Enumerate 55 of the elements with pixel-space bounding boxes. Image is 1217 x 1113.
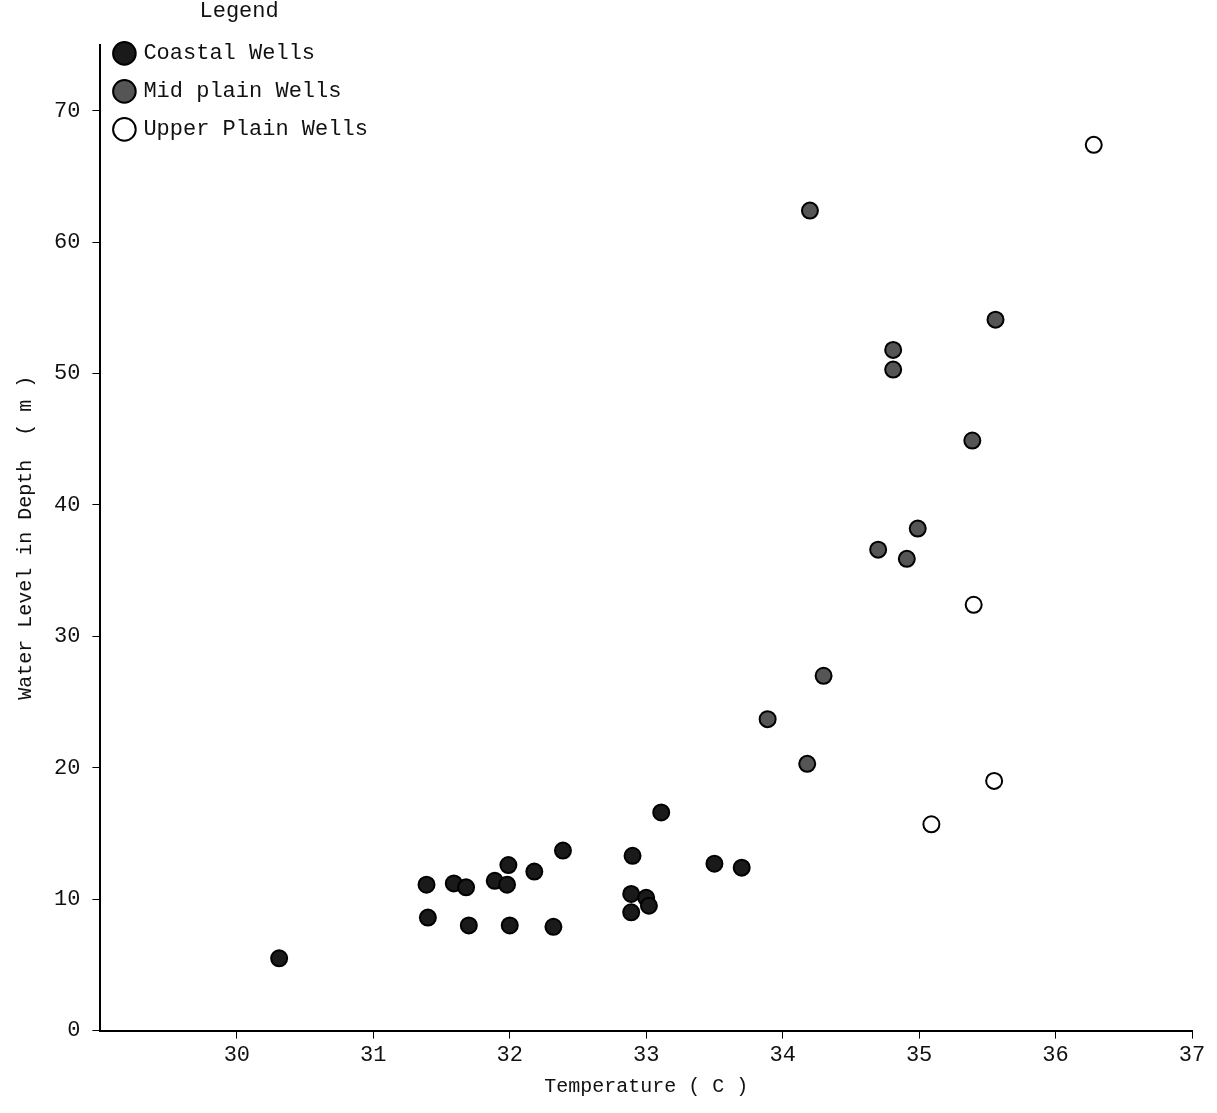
legend-label: Mid plain Wells [143,79,342,105]
x-tick-label: 30 [223,1042,251,1068]
y-tick-label: 40 [54,492,81,518]
x-tick-label: 32 [496,1042,523,1068]
y-tick-label: 70 [54,98,81,124]
point [457,878,476,897]
point [500,916,519,935]
x-axis-title: Temperature ( C ) [544,1075,749,1099]
point [985,771,1004,790]
point [652,803,671,822]
x-tick-label: 37 [1178,1042,1206,1068]
point [964,595,983,614]
point [623,846,642,865]
x-tick-label: 33 [633,1042,660,1068]
point [814,666,833,685]
x-tick-label: 31 [360,1042,387,1068]
y-tick-label: 30 [54,624,81,650]
legend-title: Legend [199,0,279,24]
x-tick-label: 35 [905,1042,933,1068]
y-tick-label: 20 [54,755,81,781]
point [459,916,478,935]
legend-label: Upper Plain Wells [143,117,368,143]
point [869,540,888,559]
point [622,884,641,903]
legend-label: Coastal Wells [143,41,316,67]
point [798,754,817,773]
y-tick-label: 0 [67,1018,81,1044]
point [884,340,903,359]
point [1084,135,1103,154]
point [622,903,641,922]
point [732,858,751,877]
point [553,841,572,860]
y-tick-label: 10 [54,887,81,913]
point [499,856,518,875]
point [884,360,903,379]
point [525,862,544,881]
point [639,896,658,915]
point [758,710,777,729]
point [418,908,437,927]
point [544,917,563,936]
point [908,519,927,538]
point [986,310,1005,329]
point [498,875,517,894]
point [705,854,724,873]
point [897,549,916,568]
point [800,201,819,220]
y-tick-label: 60 [54,229,81,255]
point [922,815,941,834]
point [417,875,436,894]
point [963,431,982,450]
x-tick-label: 34 [769,1042,796,1068]
point [270,949,289,968]
y-tick-label: 50 [54,361,81,387]
y-axis-title: Water Level in Depth ( m ) [14,375,38,700]
x-tick-label: 36 [1042,1042,1069,1068]
